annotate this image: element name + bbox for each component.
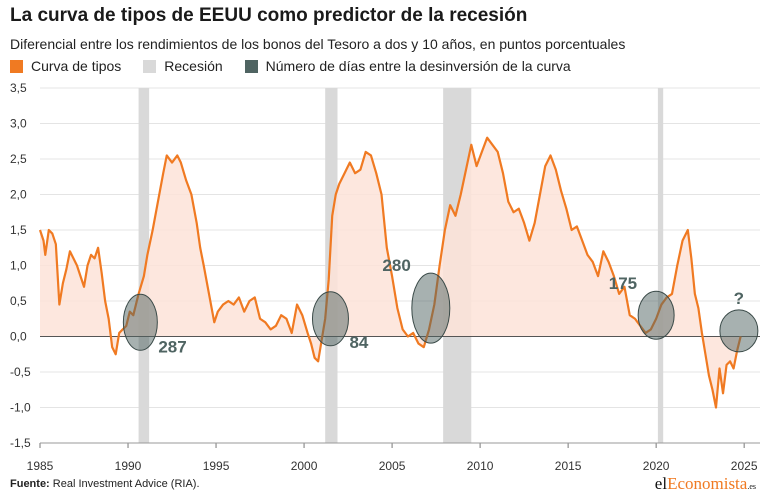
legend-label-yield-curve: Curva de tipos [31,58,122,74]
brand-accent: Economista [667,474,748,493]
legend-item-days: Número de días entre la desinversión de … [244,58,571,74]
brand-suffix: .es [747,482,756,491]
lag-days-label: 175 [609,274,637,293]
chart-subtitle: Diferencial entre los rendimientos de lo… [10,36,626,52]
y-tick-label: 0,0 [10,330,27,344]
x-tick-label: 2020 [643,459,670,473]
x-tick-label: 2025 [731,459,758,473]
legend-label-recession: Recesión [164,58,223,74]
chart-title: La curva de tipos de EEUU como predictor… [10,5,528,26]
y-tick-label: -1,5 [10,436,31,450]
recession-band [657,88,664,443]
recession-band [138,88,150,443]
legend-label-days: Número de días entre la desinversión de … [265,58,571,74]
x-tick-label: 1990 [115,459,142,473]
x-tick-label: 2005 [379,459,406,473]
legend-item-yield-curve: Curva de tipos [10,58,121,74]
legend-swatch-yield-curve [10,59,23,73]
x-tick-label: 2015 [555,459,582,473]
lag-ellipse [719,309,759,353]
legend-swatch-recession [143,59,157,73]
y-tick-label: 1,5 [10,223,27,237]
source-text: Real Investment Advice (RIA). [52,478,200,490]
lag-days-label: 84 [349,333,368,352]
y-tick-label: 1,0 [10,259,27,273]
lag-ellipse [411,272,451,344]
y-tick-label: 2,5 [10,152,27,166]
x-tick-label: 1985 [27,459,54,473]
source-label: Fuente: [10,478,50,490]
y-tick-label: 3,5 [10,81,27,95]
brand-logo: elEconomista.es [655,474,756,494]
y-tick-label: 3,0 [10,117,27,131]
x-tick-label: 2000 [291,459,318,473]
lag-days-label: 280 [382,256,410,275]
y-tick-label: -0,5 [10,365,31,379]
y-tick-label: 0,5 [10,294,27,308]
y-tick-label: -1,0 [10,401,31,415]
lag-days-label: 287 [158,337,186,356]
x-tick-label: 2010 [467,459,494,473]
lag-ellipse [122,293,158,351]
lag-ellipse [637,290,675,340]
x-tick-label: 1995 [203,459,230,473]
lag-ellipse [311,291,349,347]
legend-item-recession: Recesión [143,58,223,74]
y-tick-label: 2,0 [10,188,27,202]
source-note: Fuente: Real Investment Advice (RIA). [10,478,200,490]
legend: Curva de tipos Recesión Número de días e… [10,57,593,75]
legend-swatch-days [244,59,258,73]
brand-prefix: el [654,474,668,493]
lag-days-label: ? [734,289,744,308]
